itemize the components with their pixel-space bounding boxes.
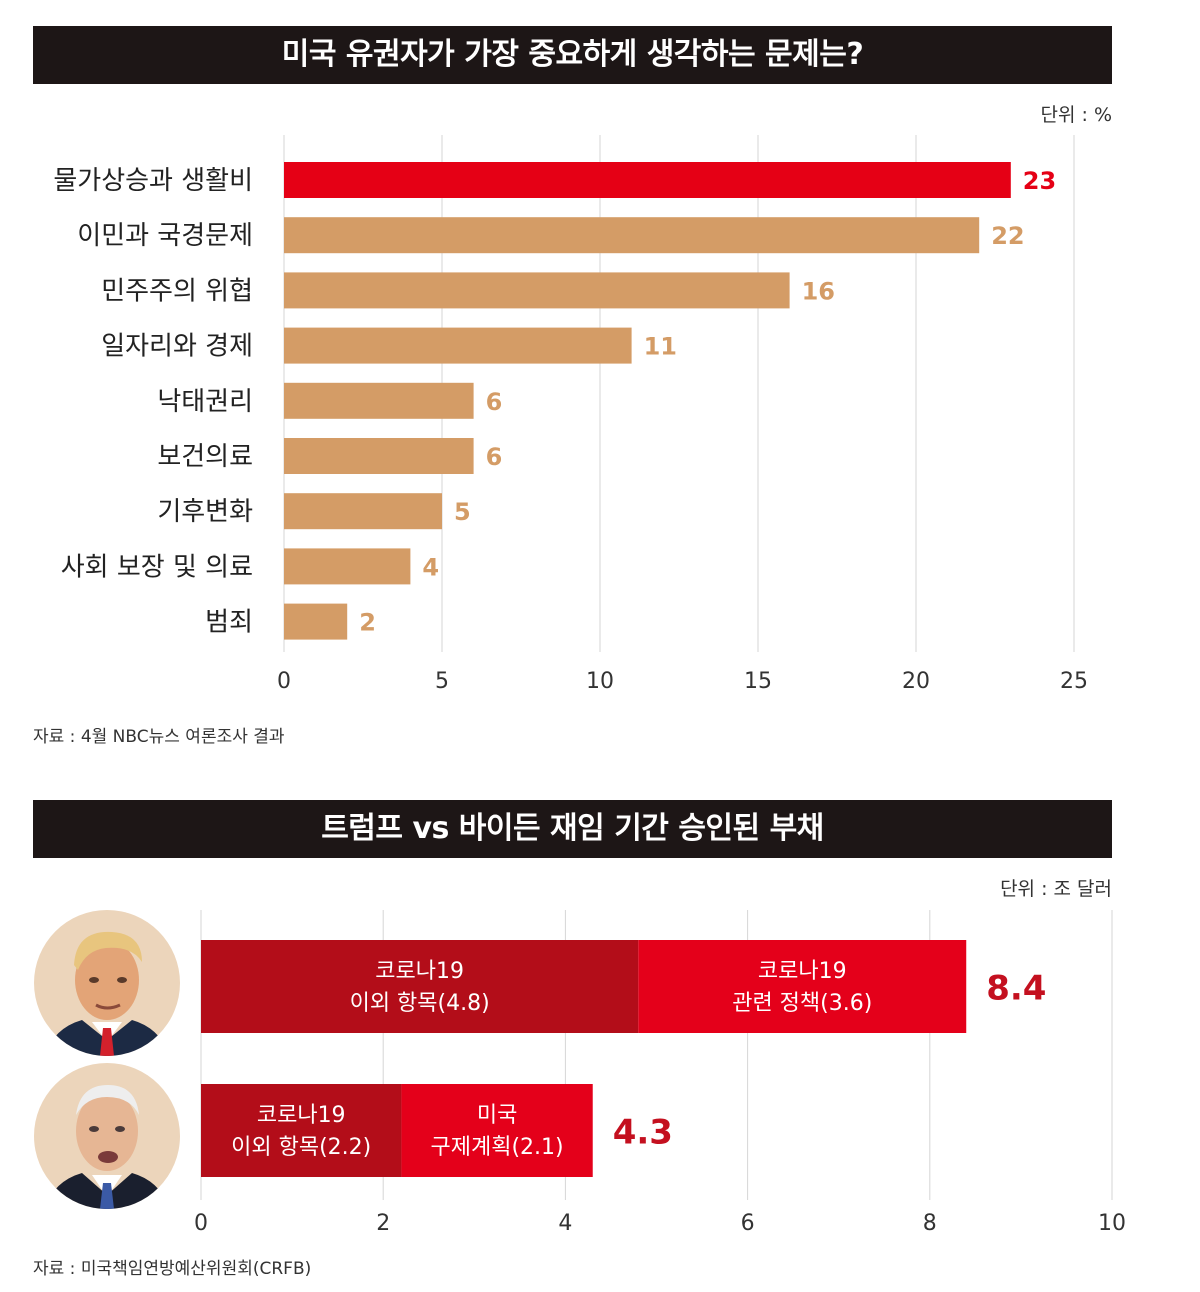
stacked-bar-segment	[638, 940, 967, 1033]
category-label: 보건의료	[157, 442, 253, 472]
bar	[284, 603, 348, 640]
x-tick-label: 10	[1098, 1211, 1126, 1236]
bar	[284, 382, 474, 419]
bar	[284, 327, 632, 364]
trump-portrait	[34, 910, 180, 1056]
category-label: 낙태권리	[157, 387, 253, 417]
chart2-unit: 단위 : 조 달러	[1000, 878, 1112, 900]
category-label: 이민과 국경문제	[77, 221, 253, 251]
segment-label: 코로나19	[375, 959, 464, 984]
x-tick-label: 0	[277, 669, 291, 694]
chart2-source: 자료 : 미국책임연방예산위원회(CRFB)	[33, 1259, 312, 1279]
category-label: 일자리와 경제	[101, 332, 253, 362]
bar	[284, 438, 474, 474]
category-label: 물가상승과 생활비	[53, 166, 253, 196]
segment-label: 미국	[477, 1103, 517, 1128]
chart1-source: 자료 : 4월 NBC뉴스 여론조사 결과	[33, 727, 285, 747]
category-label: 민주주의 위협	[101, 276, 253, 306]
x-tick-label: 15	[744, 669, 772, 694]
x-tick-label: 8	[923, 1211, 937, 1236]
chart1-title: 미국 유권자가 가장 중요하게 생각하는 문제는?	[281, 37, 864, 72]
chart2-stacked-bar-chart: 0 2 4 6 8 10 코로나19 이외 항목(4.8) 코로나19 관련 정책(3.6) 8.4…	[194, 910, 1126, 1236]
category-label: 범죄	[205, 608, 253, 638]
segment-label: 이외 항목(4.8)	[350, 991, 490, 1016]
x-tick-label: 6	[741, 1211, 755, 1236]
total-label: 8.4	[986, 969, 1046, 1009]
value-label: 2	[359, 609, 376, 637]
x-tick-label: 2	[376, 1211, 390, 1236]
bar	[284, 162, 1011, 198]
value-label: 22	[991, 222, 1024, 250]
biden-portrait	[34, 1063, 180, 1209]
segment-label: 관련 정책(3.6)	[732, 991, 872, 1016]
value-label: 4	[422, 553, 439, 581]
x-tick-label: 4	[558, 1211, 572, 1236]
value-label: 16	[802, 277, 835, 305]
value-label: 11	[644, 333, 677, 361]
value-label: 6	[486, 443, 503, 471]
x-tick-label: 25	[1060, 669, 1088, 694]
stacked-bar-segment	[201, 940, 639, 1033]
bar	[284, 217, 980, 254]
total-label: 4.3	[613, 1113, 673, 1153]
segment-label: 코로나19	[758, 959, 847, 984]
segment-label: 구제계획(2.1)	[431, 1135, 564, 1160]
bar	[284, 272, 790, 309]
chart1-title-bar: 미국 유권자가 가장 중요하게 생각하는 문제는?	[33, 26, 1112, 84]
x-tick-label: 5	[435, 669, 449, 694]
segment-label: 코로나19	[257, 1103, 346, 1128]
chart2-title-bar: 트럼프 vs 바이든 재임 기간 승인된 부채	[33, 800, 1112, 858]
chart2-title: 트럼프 vs 바이든 재임 기간 승인된 부채	[321, 811, 824, 846]
category-label: 기후변화	[157, 497, 253, 527]
value-label: 6	[486, 388, 503, 416]
bar	[284, 493, 442, 530]
stacked-bar-segment	[201, 1084, 402, 1177]
category-label: 사회 보장 및 의료	[61, 552, 253, 582]
bar	[284, 548, 411, 585]
chart1-unit: 단위 : %	[1040, 104, 1113, 126]
stacked-bar-segment	[401, 1084, 593, 1177]
x-tick-label: 20	[902, 669, 930, 694]
value-label: 23	[1023, 167, 1056, 195]
segment-label: 이외 항목(2.2)	[231, 1135, 371, 1160]
value-label: 5	[454, 498, 471, 526]
x-tick-label: 10	[586, 669, 614, 694]
x-tick-label: 0	[194, 1211, 208, 1236]
